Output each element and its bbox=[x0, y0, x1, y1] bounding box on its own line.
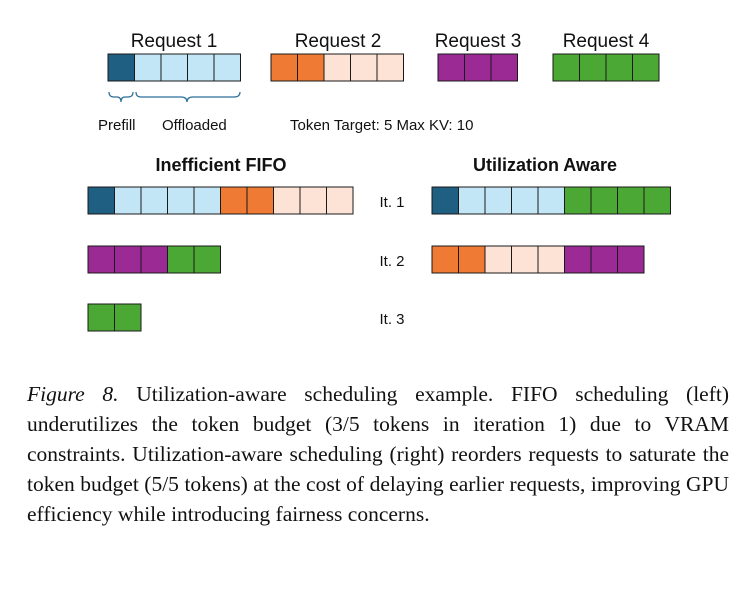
aware-it1-cell-5 bbox=[537, 186, 565, 215]
fifo-it2-cell-2 bbox=[114, 245, 142, 274]
fifo-it2-cell-3 bbox=[140, 245, 168, 274]
request-2-cell-4 bbox=[350, 53, 378, 82]
aware-it1-cell-3 bbox=[484, 186, 512, 215]
fifo-it1-cell-3 bbox=[140, 186, 168, 215]
fifo-iteration-1-cells bbox=[87, 186, 354, 215]
aware-it2-cell-8 bbox=[617, 245, 645, 274]
aware-it2-cell-2 bbox=[458, 245, 486, 274]
fifo-it1-cell-10 bbox=[326, 186, 354, 215]
fifo-it1-cell-7 bbox=[246, 186, 274, 215]
request-4-cell-4 bbox=[632, 53, 660, 82]
request-3-cells bbox=[437, 53, 518, 82]
diagram-canvas: Request 1 Request 2 Request 3 Request 4 … bbox=[87, 31, 671, 332]
request-1-title: Request 1 bbox=[131, 31, 218, 52]
aware-it1-cell-2 bbox=[458, 186, 486, 215]
aware-it1-cell-6 bbox=[564, 186, 592, 215]
iteration-3-label: It. 3 bbox=[379, 311, 404, 328]
fifo-it1-cell-9 bbox=[299, 186, 327, 215]
fifo-it2-cell-4 bbox=[167, 245, 195, 274]
aware-it2-cell-5 bbox=[537, 245, 565, 274]
fifo-it1-cell-2 bbox=[114, 186, 142, 215]
aware-iteration-2-cells bbox=[431, 245, 645, 274]
aware-it2-cell-4 bbox=[511, 245, 539, 274]
fifo-it1-cell-5 bbox=[193, 186, 221, 215]
request-3-cell-2 bbox=[464, 53, 492, 82]
aware-it2-cell-6 bbox=[564, 245, 592, 274]
fifo-title: Inefficient FIFO bbox=[155, 155, 286, 175]
request-2-cell-2 bbox=[297, 53, 325, 82]
request-2-cell-3 bbox=[323, 53, 351, 82]
aware-it1-cell-8 bbox=[617, 186, 645, 215]
aware-it1-cell-7 bbox=[590, 186, 618, 215]
fifo-it1-cell-8 bbox=[273, 186, 301, 215]
fifo-it2-cell-5 bbox=[193, 245, 221, 274]
request-2-title: Request 2 bbox=[295, 31, 382, 52]
request-2-cell-5 bbox=[376, 53, 404, 82]
request-3-cell-1 bbox=[437, 53, 465, 82]
figure-caption: Figure 8. Utilization-aware scheduling e… bbox=[27, 379, 729, 529]
request-4-cell-1 bbox=[552, 53, 580, 82]
aware-it2-cell-7 bbox=[590, 245, 618, 274]
request-4-cell-3 bbox=[605, 53, 633, 82]
aware-it2-cell-3 bbox=[484, 245, 512, 274]
iteration-1-label: It. 1 bbox=[379, 194, 404, 211]
fifo-it1-cell-4 bbox=[167, 186, 195, 215]
request-4-title: Request 4 bbox=[563, 31, 650, 52]
offloaded-label: Offloaded bbox=[162, 117, 227, 134]
token-info-label: Token Target: 5 Max KV: 10 bbox=[290, 117, 473, 134]
prefill-label: Prefill bbox=[98, 117, 136, 134]
fifo-iteration-2-cells bbox=[87, 245, 221, 274]
offloaded-brace bbox=[135, 91, 241, 103]
aware-title: Utilization Aware bbox=[473, 155, 617, 175]
scheduling-diagram: Request 1 Request 2 Request 3 Request 4 … bbox=[87, 31, 671, 332]
request-3-title: Request 3 bbox=[435, 31, 522, 52]
aware-iteration-1-cells bbox=[431, 186, 671, 215]
request-1-cell-5 bbox=[213, 53, 241, 82]
fifo-it3-cell-2 bbox=[114, 303, 142, 332]
aware-it1-cell-9 bbox=[643, 186, 671, 215]
request-1-cell-3 bbox=[160, 53, 188, 82]
fifo-it3-cell-1 bbox=[87, 303, 115, 332]
figure-label: Figure 8. bbox=[27, 382, 119, 406]
request-1-cell-1 bbox=[107, 53, 135, 82]
request-4-cell-2 bbox=[579, 53, 607, 82]
aware-it2-cell-1 bbox=[431, 245, 459, 274]
aware-it1-cell-4 bbox=[511, 186, 539, 215]
fifo-it1-cell-6 bbox=[220, 186, 248, 215]
request-1-cell-2 bbox=[134, 53, 162, 82]
prefill-brace bbox=[108, 91, 134, 103]
aware-it1-cell-1 bbox=[431, 186, 459, 215]
request-1-cell-4 bbox=[187, 53, 215, 82]
fifo-it2-cell-1 bbox=[87, 245, 115, 274]
request-3-cell-3 bbox=[490, 53, 518, 82]
caption-text: Utilization-aware scheduling example. FI… bbox=[27, 382, 730, 526]
request-4-cells bbox=[552, 53, 660, 82]
iteration-2-label: It. 2 bbox=[379, 253, 404, 270]
request-2-cells bbox=[270, 53, 404, 82]
fifo-iteration-3-cells bbox=[87, 303, 142, 332]
request-2-cell-1 bbox=[270, 53, 298, 82]
request-1-cells bbox=[107, 53, 241, 82]
fifo-it1-cell-1 bbox=[87, 186, 115, 215]
